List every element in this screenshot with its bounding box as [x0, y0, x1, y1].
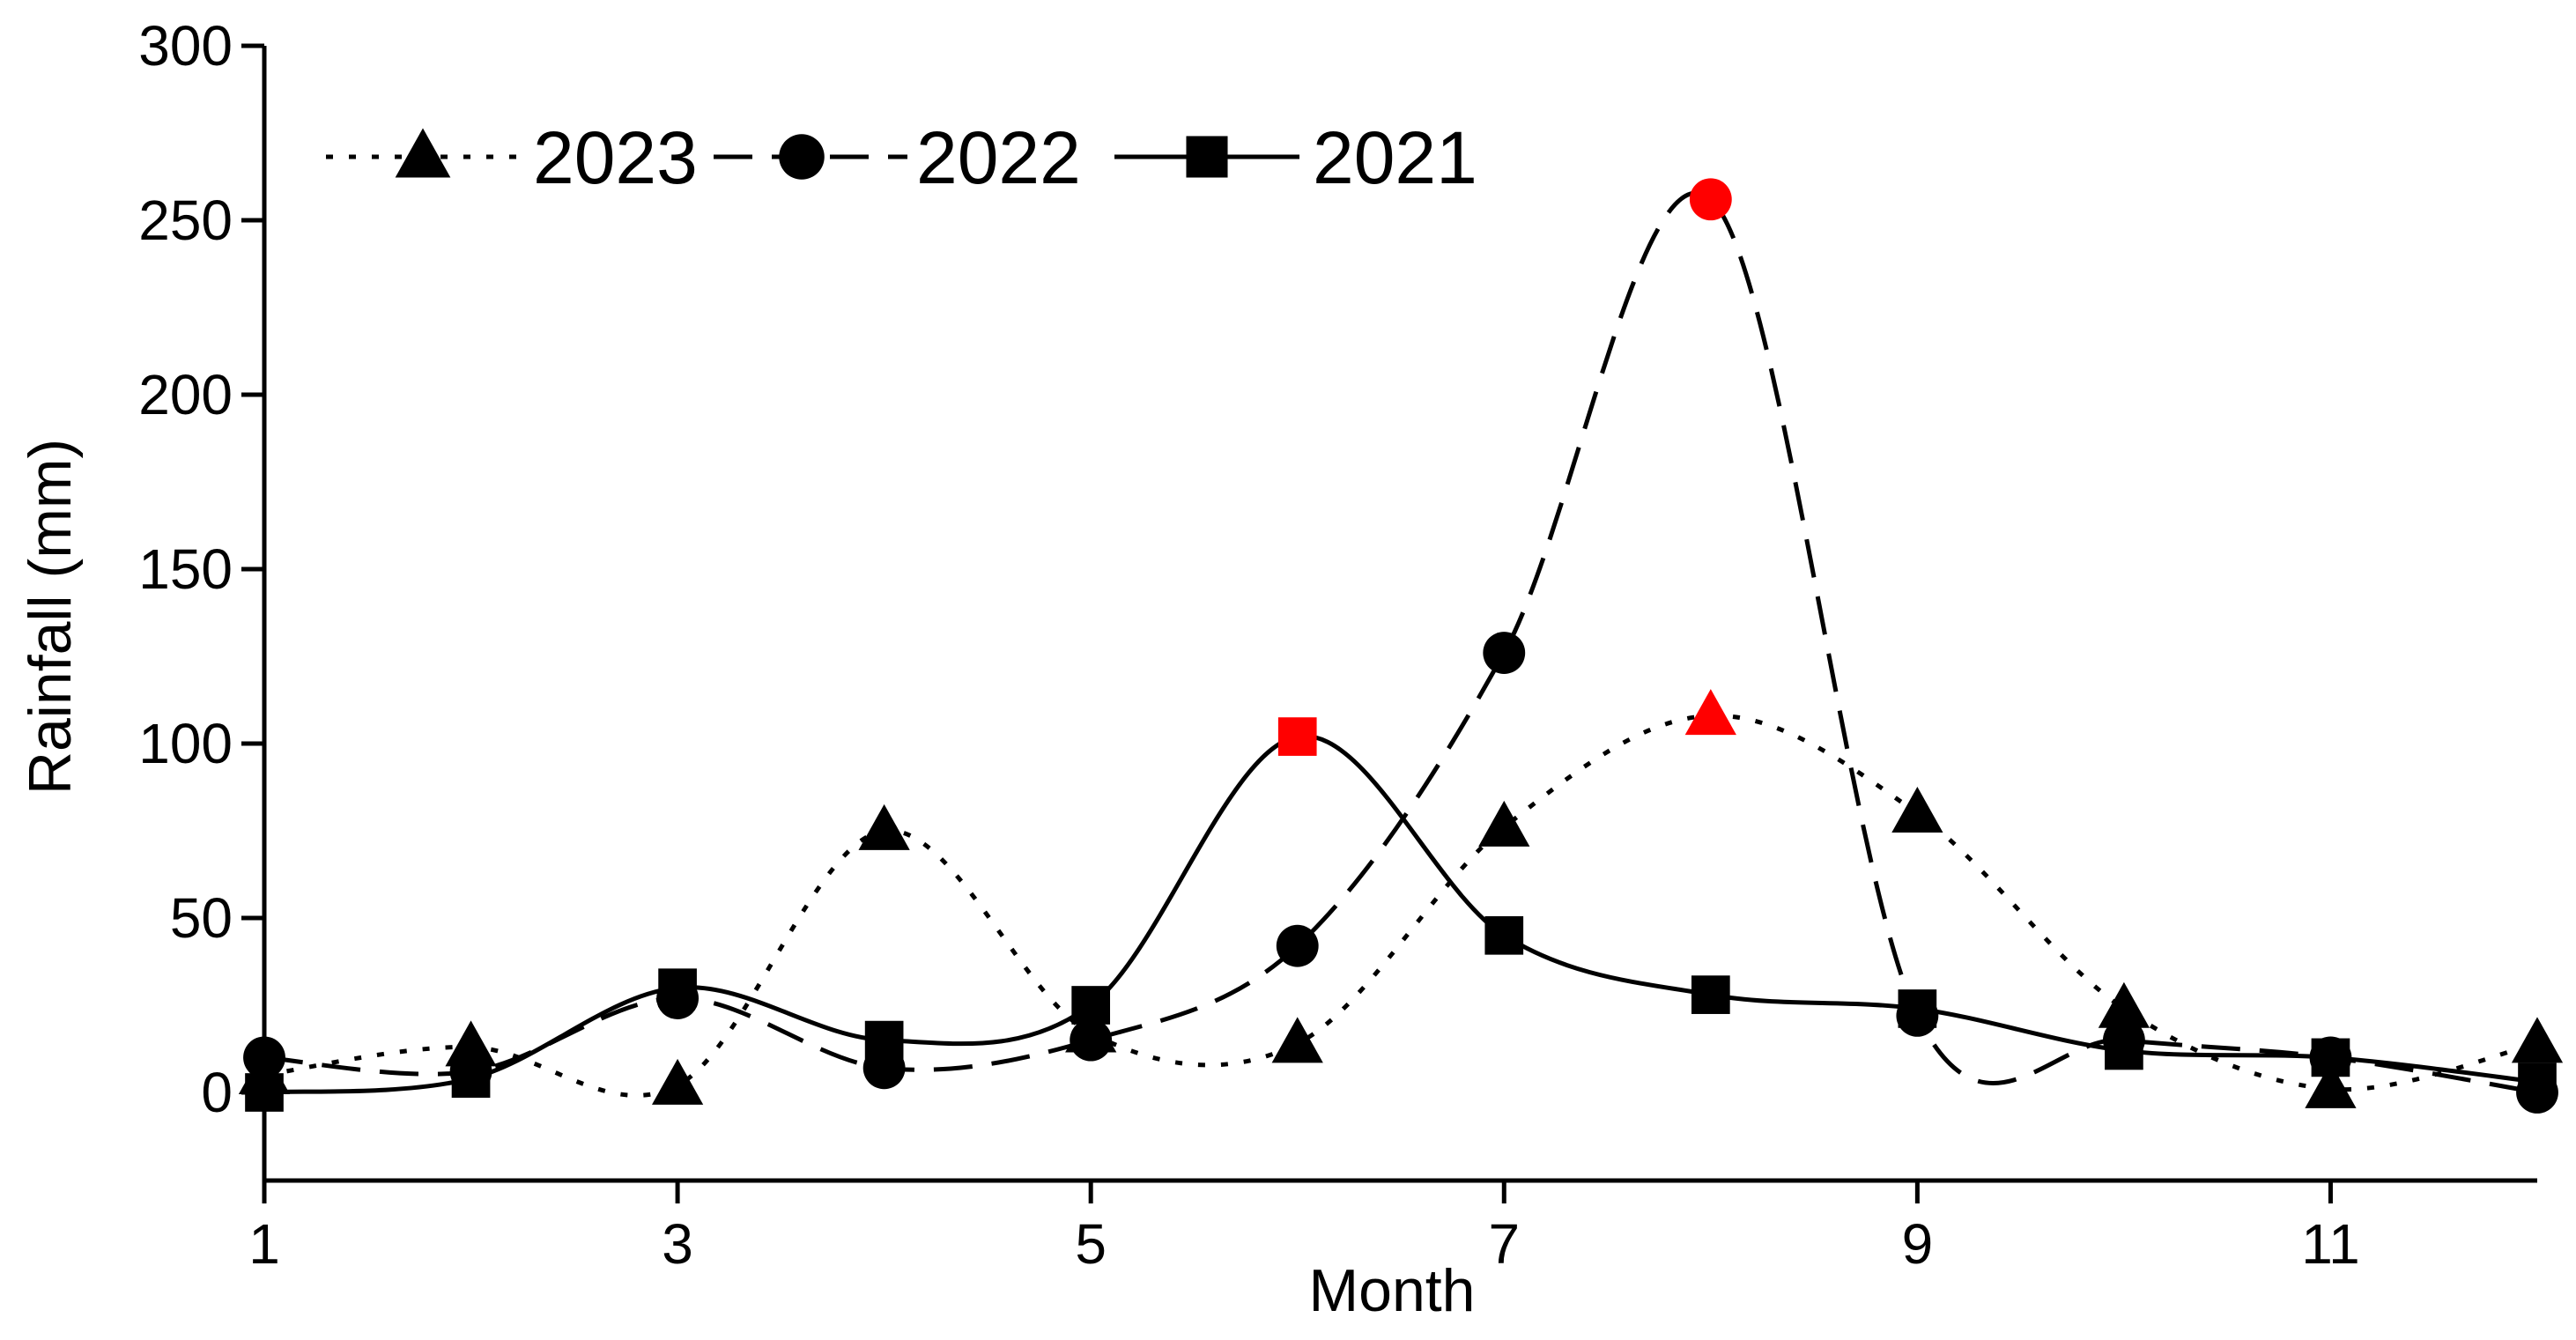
data-point-2021: [1484, 915, 1524, 955]
data-point-2021: [1071, 986, 1111, 1025]
data-point-2023: [651, 1058, 704, 1105]
y-tick-label: 200: [138, 363, 233, 426]
series-line-2023: [263, 713, 2538, 1098]
data-point-2021: [451, 1059, 491, 1098]
legend-marker-2021: [1186, 136, 1228, 178]
data-point-2022: [243, 1036, 285, 1079]
data-point-2023: [1891, 787, 1943, 833]
data-point-2023: [2098, 981, 2150, 1028]
data-point-2023: [1684, 689, 1736, 736]
y-axis-title: Rainfall (mm): [17, 439, 84, 795]
y-tick-label: 50: [170, 886, 233, 950]
legend-marker-2022: [779, 134, 825, 180]
x-axis-title: Month: [1309, 1257, 1476, 1324]
data-point-2021: [1691, 975, 1730, 1014]
legend: 2023 2022 2021: [326, 116, 1477, 199]
x-tick-label: 5: [1075, 1212, 1107, 1276]
legend-label-2022: 2022: [916, 116, 1081, 199]
data-point-2021: [1277, 717, 1317, 756]
x-tick-label: 3: [662, 1212, 693, 1276]
data-point-2021: [2105, 1031, 2143, 1070]
data-point-2021: [864, 1020, 904, 1060]
data-point-2023: [2305, 1062, 2357, 1108]
x-tick-label: 1: [248, 1212, 280, 1276]
y-tick-label: 100: [138, 712, 233, 775]
data-point-2021: [2311, 1038, 2350, 1077]
data-point-2023: [858, 803, 910, 850]
y-tick-label: 150: [138, 537, 233, 601]
legend-marker-2023: [395, 128, 451, 178]
axes: 0 50 100 150 200 250 300 1 3 5 7 9 11: [138, 14, 2537, 1276]
y-tick-label: 250: [138, 189, 233, 252]
series-markers: [238, 178, 2564, 1114]
legend-label-2023: 2023: [533, 116, 698, 199]
x-tick-label: 9: [1902, 1212, 1934, 1276]
legend-label-2021: 2021: [1313, 116, 1477, 199]
data-point-2021: [2518, 1062, 2557, 1101]
x-tick-label: 7: [1488, 1212, 1520, 1276]
data-point-2022: [1689, 178, 1732, 221]
series-line-2022: [263, 190, 2538, 1095]
data-point-2021: [245, 1073, 284, 1112]
series-line-2021: [263, 734, 2538, 1095]
data-point-2022: [1070, 1018, 1113, 1062]
series-lines: [263, 190, 2538, 1098]
data-point-2021: [658, 968, 697, 1008]
data-point-2022: [1276, 924, 1319, 967]
y-tick-label: 0: [201, 1061, 233, 1124]
y-tick-label: 300: [138, 14, 233, 78]
data-point-2022: [1483, 632, 1526, 674]
x-tick-label: 11: [2301, 1212, 2359, 1276]
data-point-2023: [2511, 1017, 2564, 1063]
data-point-2023: [1271, 1017, 1323, 1063]
data-point-2023: [1478, 800, 1530, 847]
data-point-2021: [1898, 989, 1937, 1028]
